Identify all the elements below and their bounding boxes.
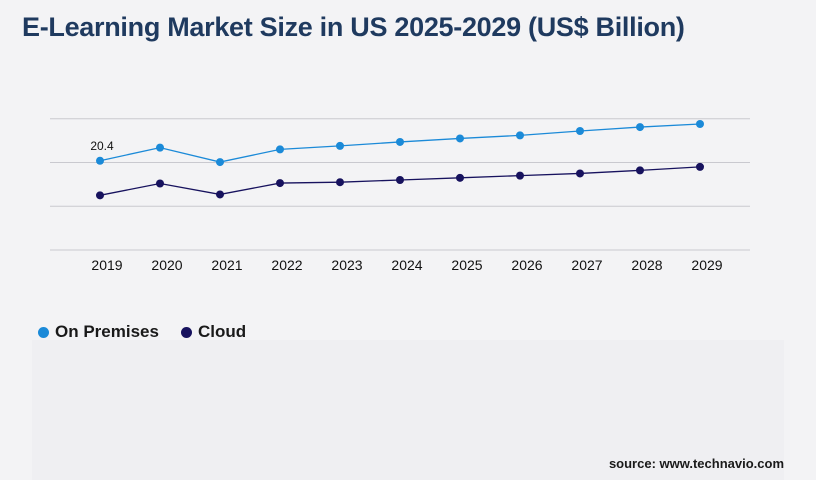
grid-lines (50, 118, 750, 251)
x-tick-label: 2028 (631, 257, 662, 273)
data-point-on-premises (156, 143, 164, 152)
legend-label-on-premises: On Premises (55, 322, 159, 341)
data-point-cloud (576, 169, 584, 178)
series-lines (96, 120, 704, 200)
data-point-cloud (336, 178, 344, 187)
data-point-on-premises (276, 145, 284, 154)
x-tick-label: 2021 (211, 257, 242, 273)
data-point-on-premises (636, 123, 644, 132)
data-labels: 20.4 (90, 139, 114, 153)
data-point-on-premises (336, 141, 344, 150)
x-tick-label: 2025 (451, 257, 482, 273)
data-point-on-premises (576, 127, 584, 135)
data-point-on-premises (216, 158, 224, 167)
data-point-cloud (456, 173, 464, 182)
x-tick-label: 2022 (271, 257, 302, 273)
data-point-cloud (396, 176, 404, 184)
legend-item-cloud[interactable]: Cloud (180, 322, 247, 342)
data-point-cloud (516, 171, 524, 180)
x-axis-tick-labels: 2019 2020 2021 2022 2023 2024 2025 2026 2027 2028… (91, 257, 722, 273)
data-label: 20.4 (90, 139, 114, 153)
legend-marker-on-premises (38, 326, 49, 338)
x-tick-label: 2027 (571, 257, 602, 273)
data-point-on-premises (696, 120, 704, 128)
background-panel (32, 340, 784, 480)
data-point-cloud (156, 179, 164, 188)
x-tick-label: 2023 (331, 257, 362, 273)
x-tick-label: 2024 (391, 257, 422, 273)
legend-label-cloud: Cloud (197, 322, 247, 341)
data-point-on-premises (456, 134, 464, 143)
x-tick-label: 2026 (511, 257, 542, 273)
x-tick-label: 2020 (151, 257, 182, 273)
legend-marker-cloud (180, 326, 192, 338)
data-point-cloud (636, 166, 644, 175)
chart-title: E-Learning Market Size in US 2025-2029 (… (22, 12, 685, 42)
data-point-cloud (696, 162, 704, 171)
source-note: source: www.technavio.com (608, 456, 784, 471)
data-point-cloud (276, 179, 284, 188)
legend-item-on-premises[interactable]: On Premises (38, 322, 159, 342)
x-tick-label: 2019 (91, 257, 122, 273)
x-tick-label: 2029 (691, 257, 722, 273)
legend: On Premises Cloud (38, 322, 246, 342)
data-point-cloud (216, 190, 224, 199)
data-point-on-premises (96, 156, 104, 165)
data-point-cloud (96, 191, 104, 200)
data-point-on-premises (396, 137, 404, 146)
data-point-on-premises (516, 131, 524, 140)
